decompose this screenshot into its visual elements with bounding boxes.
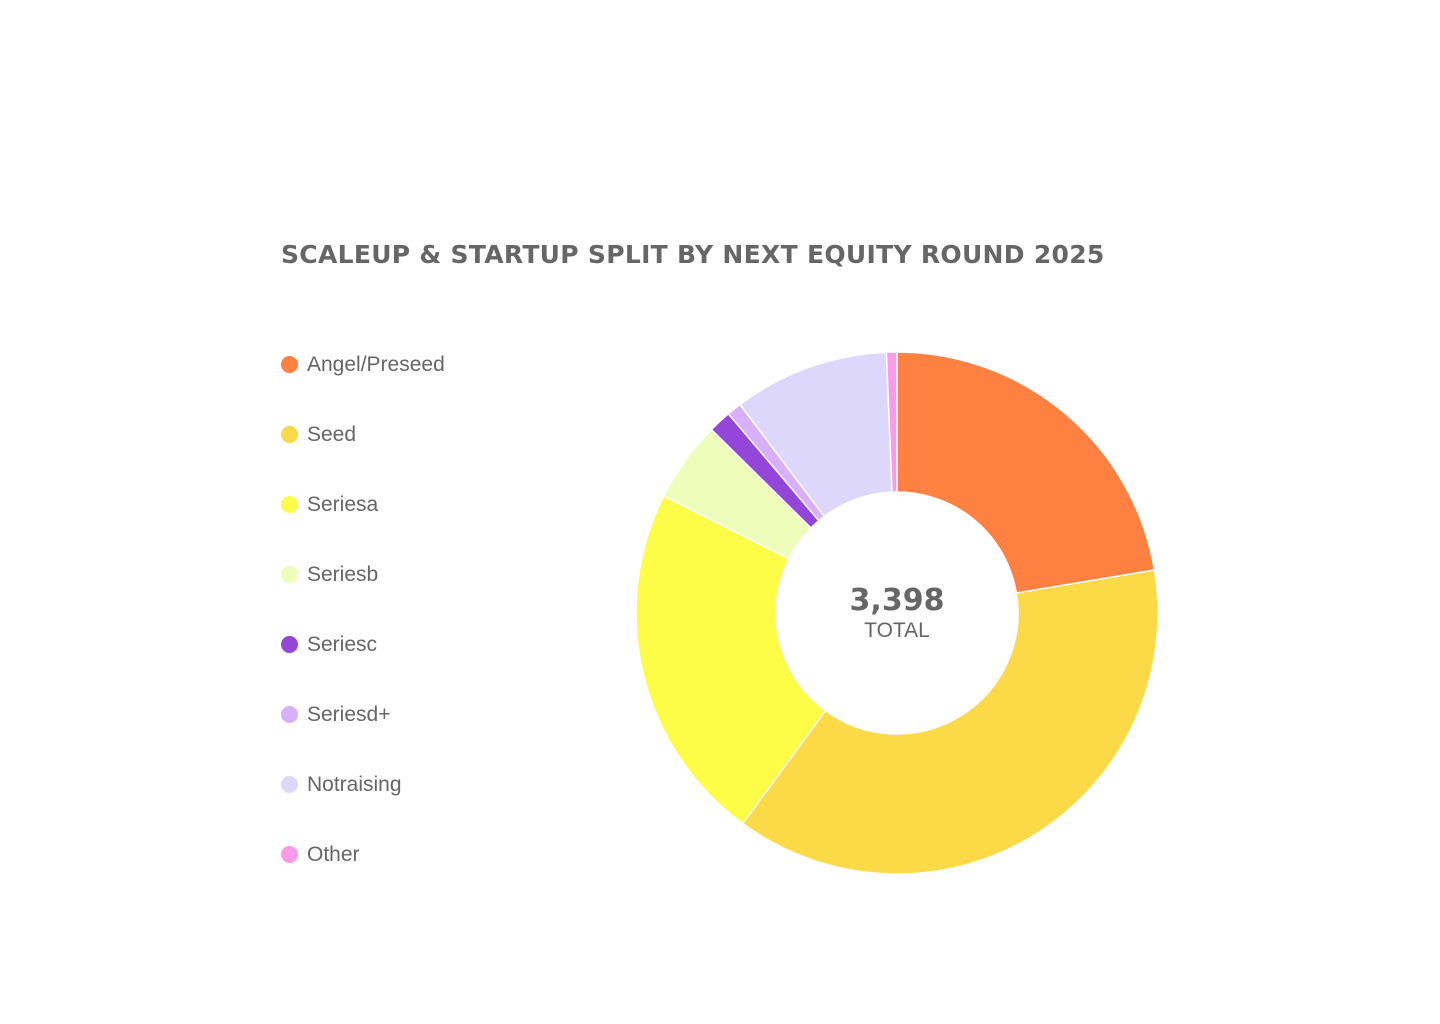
- legend-label: Seed: [307, 423, 357, 446]
- legend-swatch: [281, 356, 298, 373]
- pie-slice-angel-preseed[interactable]: [896, 351, 1156, 594]
- pie-slice-other[interactable]: [885, 351, 898, 493]
- legend-item[interactable]: Seed: [281, 421, 445, 491]
- legend-item[interactable]: Angel/Preseed: [281, 351, 445, 421]
- legend-swatch: [281, 846, 298, 863]
- legend-label: Seriesd+: [307, 703, 391, 726]
- legend-item[interactable]: Seriesc: [281, 631, 445, 701]
- legend-label: Notraising: [307, 773, 402, 796]
- legend-label: Angel/Preseed: [307, 353, 445, 376]
- legend: Angel/Preseed Seed Seriesa Seriesb Seriesc Se…: [281, 351, 445, 911]
- legend-label: Seriesa: [307, 493, 379, 516]
- legend-swatch: [281, 636, 298, 653]
- legend-swatch: [281, 706, 298, 723]
- legend-swatch: [281, 566, 298, 583]
- legend-item[interactable]: Other: [281, 841, 445, 911]
- center-total-value: 3,398: [849, 583, 945, 618]
- legend-item[interactable]: Seriesa: [281, 491, 445, 561]
- legend-item[interactable]: Seriesb: [281, 561, 445, 631]
- legend-label: Seriesb: [307, 563, 379, 586]
- legend-swatch: [281, 426, 298, 443]
- legend-label: Other: [307, 843, 360, 866]
- center-total-label: TOTAL: [864, 619, 930, 642]
- legend-item[interactable]: Notraising: [281, 771, 445, 841]
- legend-swatch: [281, 496, 298, 513]
- legend-item[interactable]: Seriesd+: [281, 701, 445, 771]
- legend-swatch: [281, 776, 298, 793]
- chart-title: SCALEUP & STARTUP SPLIT BY NEXT EQUITY R…: [281, 240, 1105, 269]
- pie-slice-seed[interactable]: [741, 569, 1159, 875]
- legend-label: Seriesc: [307, 633, 378, 656]
- pie-slice-seriesa[interactable]: [635, 494, 827, 825]
